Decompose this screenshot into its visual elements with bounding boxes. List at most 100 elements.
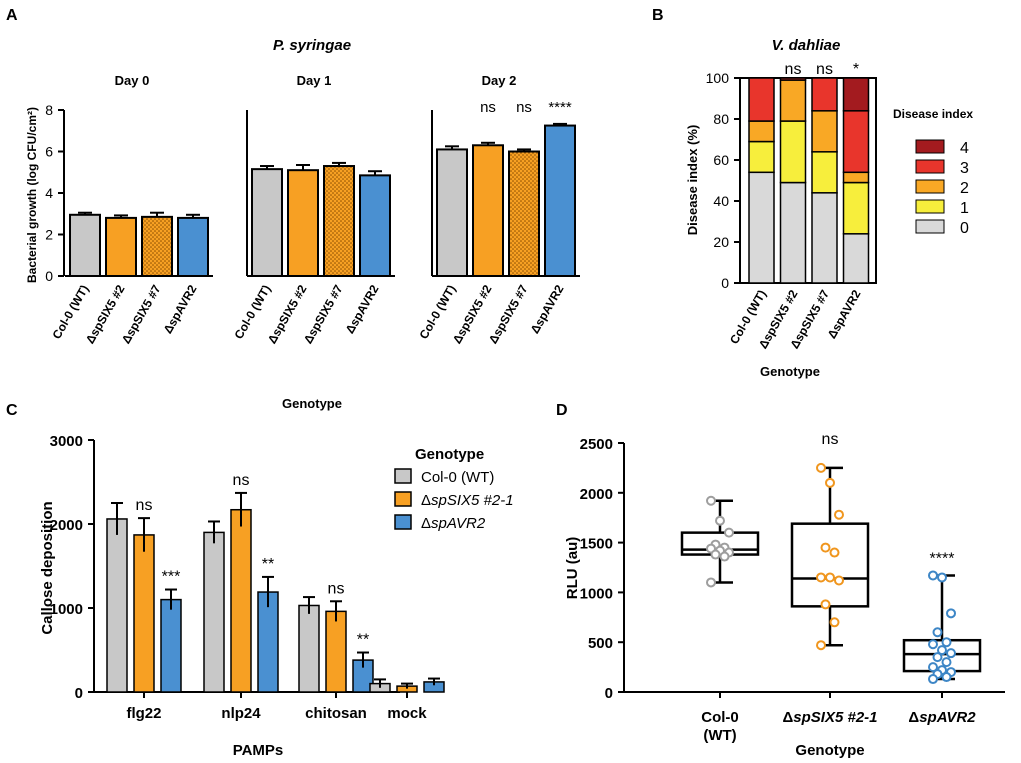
- x-tick-label: chitosan: [305, 705, 367, 722]
- data-point: [928, 639, 938, 650]
- x-axis-label: Genotype: [282, 396, 342, 411]
- legend-label-italic: spSIX5 #2-1: [431, 492, 514, 509]
- y-tick-label: 2000: [580, 486, 613, 503]
- genotype-name: spAVR2: [919, 709, 976, 726]
- y-tick-label: 100: [706, 70, 730, 86]
- significance-label: ns: [516, 99, 532, 116]
- genotype-name: spSIX5 #2-1: [793, 709, 877, 726]
- data-point: [816, 572, 826, 583]
- panel-label-b: B: [652, 7, 664, 24]
- data-point: [937, 572, 947, 583]
- x-tick-label: ΔspAVR2: [343, 282, 382, 336]
- data-point: [816, 640, 826, 651]
- legend-label: 2: [960, 180, 969, 197]
- significance-label: *: [853, 61, 859, 78]
- y-tick-label: 6: [45, 144, 53, 160]
- y-tick-label: 1000: [50, 601, 83, 618]
- legend-swatch: [394, 514, 412, 530]
- y-axis-label: Bacterial growth (log CFU/cm²): [25, 107, 39, 283]
- x-tick-label: flg22: [126, 705, 161, 722]
- bar: [251, 168, 283, 277]
- bar: [508, 150, 540, 277]
- legend-label: 0: [960, 220, 969, 237]
- significance-label: ns: [822, 431, 839, 448]
- significance-label: ns: [785, 61, 802, 78]
- y-axis-label: Disease index (%): [685, 125, 700, 236]
- x-tick-label: ΔspAVR2: [528, 282, 567, 336]
- data-point: [715, 515, 725, 526]
- bar-segment: [779, 79, 807, 122]
- legend-label-text: Col-0 (WT): [421, 469, 494, 486]
- bar: [287, 169, 319, 277]
- bar-segment: [779, 120, 807, 184]
- box: [790, 522, 870, 608]
- bar-segment: [748, 140, 775, 174]
- legend-label-text: Δ: [421, 492, 431, 509]
- delta-symbol: Δ: [783, 709, 794, 726]
- bar: [69, 213, 101, 278]
- significance-label: ns: [480, 99, 496, 116]
- y-tick-label: 3000: [50, 433, 83, 450]
- data-point: [834, 575, 844, 586]
- legend-swatch: [915, 219, 945, 234]
- y-tick-label: 2500: [580, 436, 613, 453]
- panel-label-c: C: [6, 402, 18, 419]
- data-point: [941, 637, 952, 648]
- bar-segment: [811, 151, 838, 194]
- legend-label: Col-0 (WT): [421, 469, 494, 486]
- bar-segment: [779, 77, 807, 81]
- bar-segment: [811, 110, 838, 153]
- data-point: [946, 608, 956, 619]
- legend-swatch: [394, 491, 412, 507]
- x-tick-label: nlp24: [221, 705, 261, 722]
- significance-label: ****: [548, 99, 572, 116]
- data-point: [719, 551, 730, 562]
- x-tick-label: ΔspAVR2: [908, 709, 976, 726]
- data-point: [928, 570, 938, 581]
- significance-label: **: [357, 632, 369, 649]
- data-point: [834, 509, 844, 520]
- significance-label: ****: [930, 550, 955, 567]
- data-point: [816, 462, 826, 473]
- bar: [544, 124, 576, 277]
- legend-label: 1: [960, 200, 969, 217]
- bar: [141, 215, 173, 278]
- bar: [177, 216, 209, 277]
- legend-label: 3: [960, 160, 969, 177]
- x-tick-label: ΔspSIX5 #2-1: [783, 709, 878, 726]
- y-tick-label: 80: [713, 111, 729, 127]
- significance-label: ns: [136, 497, 153, 514]
- panel-a: A P. syringae Bacterial growth (log CFU/…: [6, 7, 580, 411]
- legend-title: Disease index: [893, 107, 973, 121]
- data-point: [928, 674, 938, 685]
- data-point: [941, 657, 952, 668]
- data-point: [724, 527, 734, 538]
- data-point: [706, 577, 716, 588]
- data-point: [825, 477, 835, 488]
- data-point: [710, 549, 721, 560]
- y-tick-label: 0: [75, 685, 83, 702]
- significance-label: ns: [233, 472, 250, 489]
- chart-title: V. dahliae: [772, 37, 841, 54]
- legend-swatch: [915, 159, 945, 174]
- bar-segment: [748, 171, 775, 284]
- x-tick-label-line2: (WT): [703, 727, 736, 744]
- x-tick-label: Col-0 (WT): [231, 282, 273, 341]
- panel-b: B V. dahliae Disease index (%) Genotype …: [652, 7, 973, 379]
- data-point: [937, 645, 947, 656]
- x-axis-label: PAMPs: [233, 742, 284, 759]
- bar: [298, 604, 320, 693]
- x-tick-label: Col-0 (WT): [49, 282, 91, 341]
- bar-segment: [748, 77, 775, 122]
- bar-segment: [842, 181, 870, 235]
- bar: [203, 531, 225, 693]
- x-tick-label: Col-0 (WT): [416, 282, 458, 341]
- bar: [472, 144, 504, 277]
- x-tick-label: Col-0: [701, 709, 739, 726]
- bar: [133, 534, 155, 693]
- panel-c: C Callose deposition PAMPs Genotype 0 100…: [6, 402, 514, 759]
- data-point: [928, 662, 938, 673]
- group-title: Day 1: [297, 73, 332, 88]
- data-point: [820, 542, 831, 553]
- data-point: [829, 617, 840, 628]
